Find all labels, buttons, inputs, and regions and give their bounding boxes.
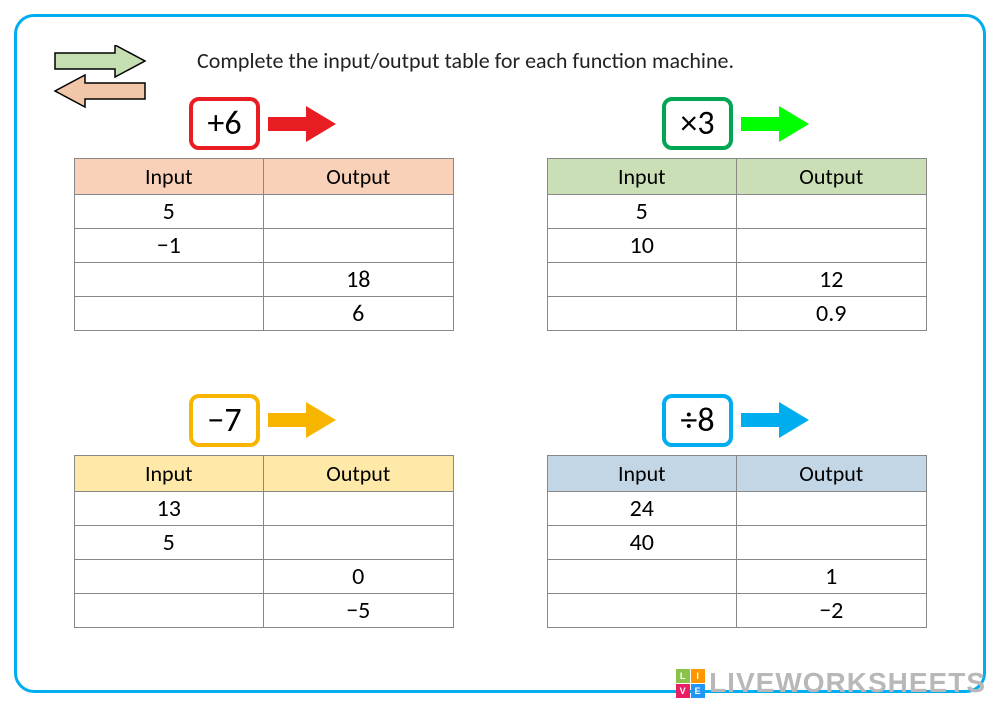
table-row: 5 xyxy=(547,195,926,229)
operation-row: ÷8 xyxy=(662,394,810,447)
watermark-badge: LIVE xyxy=(676,669,705,698)
arrow-icon xyxy=(741,104,811,144)
table-row: −1 xyxy=(74,229,453,263)
table-row: 18 xyxy=(74,263,453,297)
input-header: Input xyxy=(74,455,264,491)
function-machine: +6 InputOutput5−1186 xyxy=(67,97,460,374)
input-cell[interactable] xyxy=(74,593,264,627)
input-cell[interactable] xyxy=(74,559,264,593)
watermark: LIVE LIVEWORKSHEETS xyxy=(676,667,986,699)
badge-cell: V xyxy=(676,684,690,698)
output-cell: 12 xyxy=(737,263,927,297)
badge-cell: L xyxy=(676,669,690,683)
badge-cell: E xyxy=(691,684,705,698)
output-cell[interactable] xyxy=(737,525,927,559)
output-header: Output xyxy=(264,159,454,195)
table-row: 6 xyxy=(74,297,453,331)
input-cell: 10 xyxy=(547,229,737,263)
output-cell: 1 xyxy=(737,559,927,593)
io-table: InputOutput1350−5 xyxy=(74,455,454,628)
table-row: 5 xyxy=(74,525,453,559)
input-cell[interactable] xyxy=(547,263,737,297)
input-cell: 5 xyxy=(74,525,264,559)
input-cell: 5 xyxy=(547,195,737,229)
table-row: −2 xyxy=(547,593,926,627)
input-cell[interactable] xyxy=(547,593,737,627)
table-row: 13 xyxy=(74,491,453,525)
input-cell: 5 xyxy=(74,195,264,229)
machine-grid: +6InputOutput5−1186×3InputOutput510120.9… xyxy=(67,97,933,670)
table-row: 0.9 xyxy=(547,297,926,331)
input-cell: 40 xyxy=(547,525,737,559)
input-header: Input xyxy=(74,159,264,195)
output-cell[interactable] xyxy=(264,195,454,229)
input-cell: −1 xyxy=(74,229,264,263)
table-row: 24 xyxy=(547,491,926,525)
input-cell[interactable] xyxy=(547,559,737,593)
output-cell[interactable] xyxy=(737,229,927,263)
output-cell[interactable] xyxy=(737,195,927,229)
arrow-icon xyxy=(268,104,338,144)
function-machine: −7 InputOutput1350−5 xyxy=(67,394,460,671)
table-row: 10 xyxy=(547,229,926,263)
input-cell: 24 xyxy=(547,491,737,525)
table-row: −5 xyxy=(74,593,453,627)
input-cell[interactable] xyxy=(74,297,264,331)
input-header: Input xyxy=(547,159,737,195)
io-table: InputOutput5−1186 xyxy=(74,158,454,331)
arrow-icon xyxy=(741,400,811,440)
badge-cell: I xyxy=(691,669,705,683)
operation-box: +6 xyxy=(189,97,259,150)
input-cell[interactable] xyxy=(74,263,264,297)
table-row: 0 xyxy=(74,559,453,593)
output-cell: 0 xyxy=(264,559,454,593)
output-cell[interactable] xyxy=(264,525,454,559)
function-machine: ×3 InputOutput510120.9 xyxy=(540,97,933,374)
output-cell: 6 xyxy=(264,297,454,331)
worksheet-frame: Complete the input/output table for each… xyxy=(14,14,986,693)
table-row: 5 xyxy=(74,195,453,229)
output-cell[interactable] xyxy=(264,229,454,263)
operation-row: +6 xyxy=(189,97,337,150)
operation-box: ×3 xyxy=(662,97,732,150)
output-cell[interactable] xyxy=(737,491,927,525)
output-header: Output xyxy=(737,159,927,195)
io-table: InputOutput24401−2 xyxy=(547,455,927,628)
operation-row: −7 xyxy=(189,394,337,447)
output-cell: 0.9 xyxy=(737,297,927,331)
output-cell[interactable] xyxy=(264,491,454,525)
input-cell: 13 xyxy=(74,491,264,525)
output-header: Output xyxy=(737,455,927,491)
table-row: 12 xyxy=(547,263,926,297)
watermark-text: LIVEWORKSHEETS xyxy=(709,667,986,699)
output-cell: −2 xyxy=(737,593,927,627)
io-table: InputOutput510120.9 xyxy=(547,158,927,331)
input-cell[interactable] xyxy=(547,297,737,331)
operation-row: ×3 xyxy=(662,97,810,150)
operation-box: ÷8 xyxy=(662,394,732,447)
output-cell: 18 xyxy=(264,263,454,297)
operation-box: −7 xyxy=(189,394,259,447)
function-machine: ÷8 InputOutput24401−2 xyxy=(540,394,933,671)
instruction-text: Complete the input/output table for each… xyxy=(197,47,734,74)
arrow-icon xyxy=(268,400,338,440)
output-header: Output xyxy=(264,455,454,491)
input-header: Input xyxy=(547,455,737,491)
table-row: 40 xyxy=(547,525,926,559)
table-row: 1 xyxy=(547,559,926,593)
output-cell: −5 xyxy=(264,593,454,627)
